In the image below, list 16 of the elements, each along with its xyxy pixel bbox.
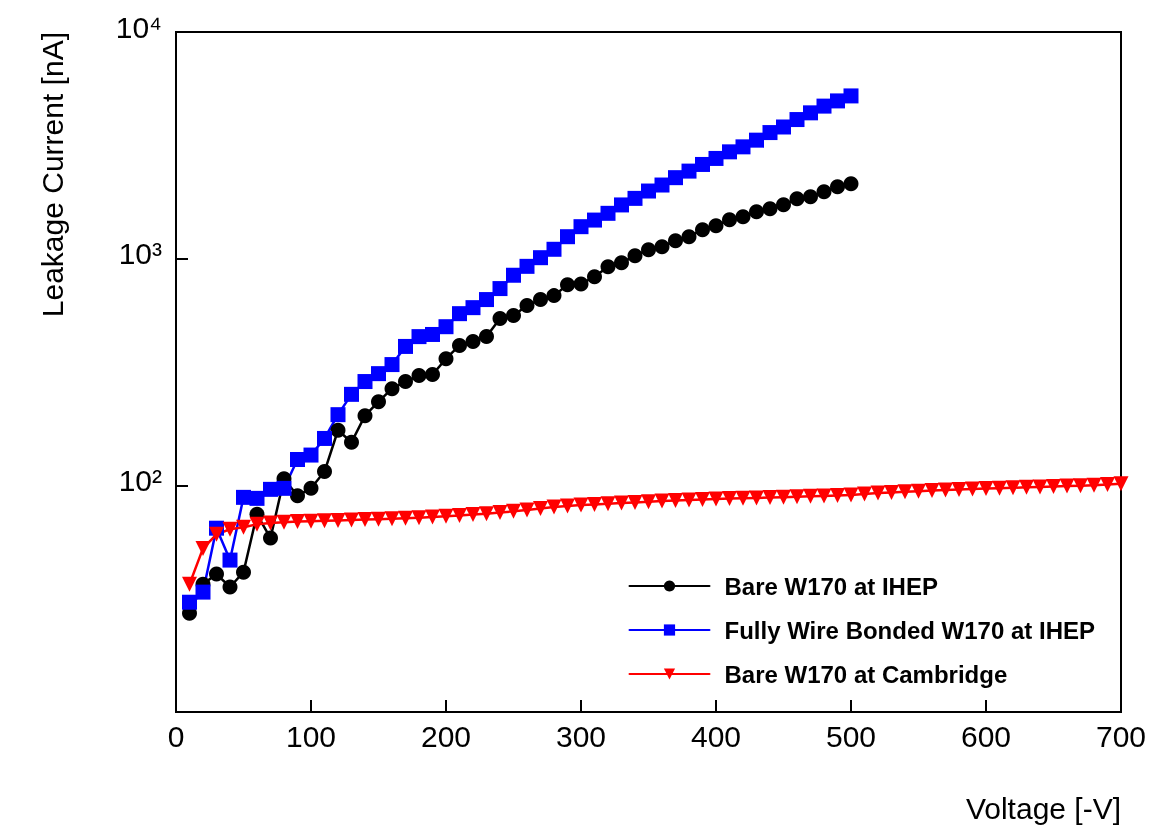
legend-label: Bare W170 at Cambridge [724, 660, 1008, 688]
x-tick-label: 600 [960, 719, 1012, 753]
legend-label: Fully Wire Bonded W170 at IHEP [724, 616, 1095, 644]
x-tick-label: 100 [285, 719, 337, 753]
x-tick-label: 200 [420, 719, 472, 753]
x-tick-label: 500 [825, 719, 877, 753]
x-tick-label: 300 [555, 719, 607, 753]
y-tick-label: 10³ [118, 237, 163, 271]
x-tick-label: 700 [1095, 719, 1147, 753]
x-tick-label: 400 [690, 719, 742, 753]
legend-label: Bare W170 at IHEP [724, 572, 938, 600]
x-tick-label: 0 [167, 719, 185, 753]
y-tick-label: 10² [118, 463, 163, 497]
y-tick-label: 10⁴ [115, 10, 162, 44]
x-axis-title: Voltage [-V] [965, 791, 1122, 825]
y-axis-title: Leakage Current [nA] [35, 32, 69, 318]
